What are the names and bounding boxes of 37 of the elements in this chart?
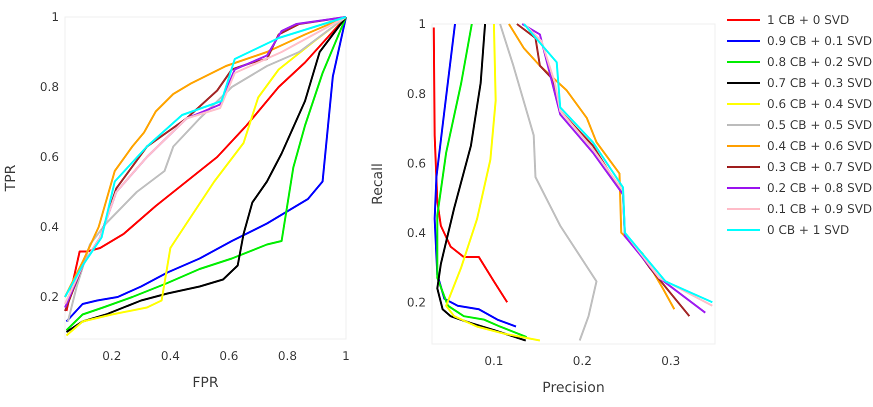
y-axis-title: TPR [3,164,19,192]
legend-label: 0.6 CB + 0.4 SVD [767,97,872,112]
y-tick-label: 0.6 [40,150,59,164]
x-axis-title: FPR [192,375,219,391]
x-axis-title: Precision [542,380,605,396]
y-tick-label: 0.2 [40,290,59,304]
legend-label: 0.2 CB + 0.8 SVD [767,181,872,196]
line-series [499,23,598,342]
legend-label: 0.5 CB + 0.5 SVD [767,118,872,132]
legend-label: 0 CB + 1 SVD [767,223,850,238]
legend-label: 0.8 CB + 0.2 SVD [767,55,872,70]
y-axis-title: Recall [370,163,386,205]
y-tick-label: 1 [418,17,426,32]
x-tick-label: 1 [342,349,350,363]
legend-label: 0.4 CB + 0.6 SVD [767,139,872,154]
y-tick-label: 0.4 [40,220,59,234]
y-tick-label: 1 [51,10,59,24]
x-tick-label: 0.2 [102,349,122,363]
y-tick-label: 0.4 [406,226,426,240]
y-tick-label: 0.6 [406,156,426,170]
x-tick-label: 0.8 [278,349,298,363]
legend-label: 0.3 CB + 0.7 SVD [767,160,872,174]
legend-label: 1 CB + 0 SVD [767,13,850,28]
legend-label: 0.9 CB + 0.1 SVD [767,34,872,48]
x-tick-label: 0.1 [484,354,504,368]
line-series [445,23,541,342]
y-tick-label: 0.2 [406,295,426,310]
line-series [434,23,518,328]
x-tick-label: 0.3 [661,354,680,368]
y-tick-label: 0.8 [406,86,426,101]
x-tick-label: 0.2 [572,354,592,368]
x-tick-label: 0.4 [160,349,180,363]
legend-label: 0.1 CB + 0.9 SVD [767,202,872,216]
x-tick-label: 0.6 [219,349,238,363]
legend-label: 0.7 CB + 0.3 SVD [767,76,872,90]
y-tick-label: 0.8 [40,80,59,94]
line-series [432,26,508,304]
